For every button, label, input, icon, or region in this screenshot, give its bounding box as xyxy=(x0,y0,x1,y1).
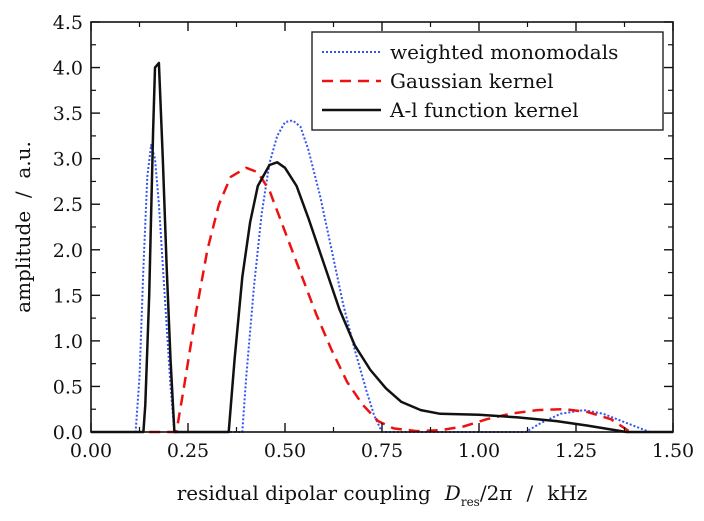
y-tick-label: 3.5 xyxy=(53,103,83,125)
series-line-2 xyxy=(91,61,673,434)
y-tick-label: 4.5 xyxy=(53,12,83,34)
x-tick-label: 1.00 xyxy=(458,440,500,462)
y-tick-label: 0.0 xyxy=(53,422,83,444)
x-label-suffix: /2π xyxy=(480,481,513,505)
x-tick-label: 0.00 xyxy=(70,440,112,462)
y-tick-label: 0.5 xyxy=(53,376,83,398)
legend-box xyxy=(311,31,664,131)
legend-label-1: Gaussian kernel xyxy=(390,69,554,93)
x-tick-label: 0.25 xyxy=(167,440,209,462)
x-label-sep: / xyxy=(526,481,533,505)
x-label-prefix: residual dipolar coupling xyxy=(177,481,431,505)
ticks-layer: 0.00 0.25 0.50 0.75 1.00 1.25 1.50 0.0 0.5 1.0 1.5… xyxy=(53,12,694,462)
x-axis-label: residual dipolar coupling Dres/2π / kHz xyxy=(177,481,588,509)
x-label-subscript: res xyxy=(461,495,480,509)
series-layer xyxy=(91,61,673,434)
x-tick-label: 1.50 xyxy=(652,440,694,462)
x-tick-label: 1.25 xyxy=(555,440,597,462)
legend-label-2: A-l function kernel xyxy=(389,98,579,122)
y-axis-label: amplitude / a.u. xyxy=(11,141,35,313)
x-tick-label: 0.75 xyxy=(361,440,403,462)
y-tick-label: 3.0 xyxy=(53,149,83,171)
x-tick-label: 0.50 xyxy=(264,440,306,462)
y-tick-label: 2.5 xyxy=(53,194,83,216)
x-label-unit: kHz xyxy=(547,481,587,505)
y-tick-label: 1.5 xyxy=(53,285,83,307)
plot-frame xyxy=(90,21,674,433)
x-label-symbol: D xyxy=(444,481,461,505)
y-tick-label: 2.0 xyxy=(53,240,83,262)
y-tick-label: 1.0 xyxy=(53,331,83,353)
series-line-1 xyxy=(149,166,631,434)
y-tick-label: 4.0 xyxy=(53,58,83,80)
legend: weighted monomodals Gaussian kernel A-l … xyxy=(311,31,664,131)
legend-label-0: weighted monomodals xyxy=(390,40,618,64)
